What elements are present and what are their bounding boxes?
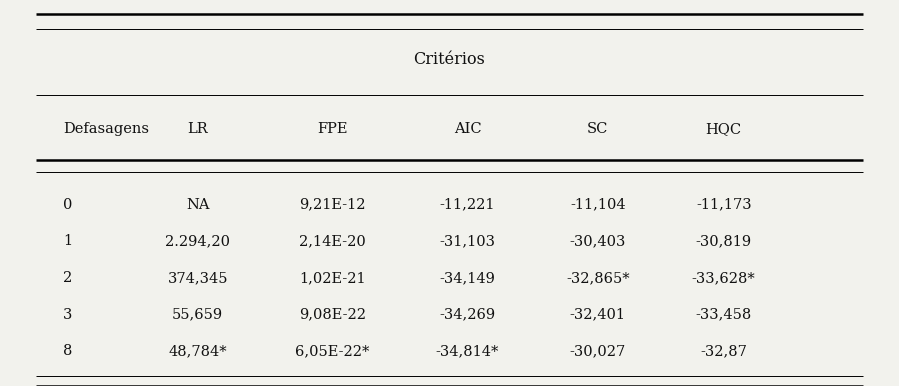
Text: FPE: FPE [317,122,348,136]
Text: Critérios: Critérios [414,51,485,68]
Text: 48,784*: 48,784* [168,344,227,358]
Text: -32,87: -32,87 [700,344,747,358]
Text: 2: 2 [63,271,72,285]
Text: 6,05E-22*: 6,05E-22* [296,344,369,358]
Text: -32,865*: -32,865* [566,271,629,285]
Text: -11,173: -11,173 [696,198,752,212]
Text: 0: 0 [63,198,72,212]
Text: -30,027: -30,027 [570,344,626,358]
Text: 9,08E-22: 9,08E-22 [299,308,366,322]
Text: 8: 8 [63,344,72,358]
Text: -34,269: -34,269 [440,308,495,322]
Text: 9,21E-12: 9,21E-12 [299,198,366,212]
Text: -34,149: -34,149 [440,271,495,285]
Text: 1: 1 [63,234,72,248]
Text: -32,401: -32,401 [570,308,626,322]
Text: 55,659: 55,659 [173,308,223,322]
Text: -33,458: -33,458 [696,308,752,322]
Text: 1,02E-21: 1,02E-21 [299,271,366,285]
Text: HQC: HQC [706,122,742,136]
Text: 374,345: 374,345 [167,271,228,285]
Text: Defasagens: Defasagens [63,122,149,136]
Text: -34,814*: -34,814* [436,344,499,358]
Text: -30,403: -30,403 [570,234,626,248]
Text: NA: NA [186,198,209,212]
Text: -11,104: -11,104 [570,198,626,212]
Text: 2,14E-20: 2,14E-20 [299,234,366,248]
Text: 3: 3 [63,308,72,322]
Text: 2.294,20: 2.294,20 [165,234,230,248]
Text: AIC: AIC [454,122,481,136]
Text: -31,103: -31,103 [440,234,495,248]
Text: -30,819: -30,819 [696,234,752,248]
Text: -11,221: -11,221 [440,198,495,212]
Text: SC: SC [587,122,609,136]
Text: LR: LR [188,122,208,136]
Text: -33,628*: -33,628* [692,271,755,285]
